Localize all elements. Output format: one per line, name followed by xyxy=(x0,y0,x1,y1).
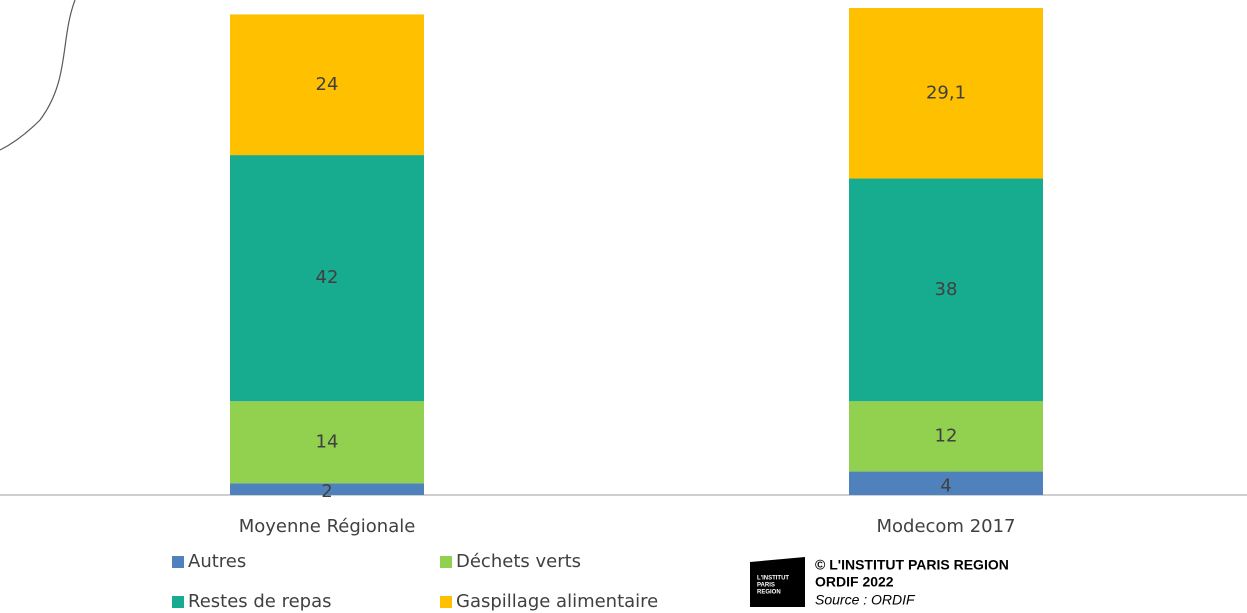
legend-label: Autres xyxy=(188,551,246,572)
bar-segment xyxy=(230,401,424,484)
legend-swatch xyxy=(440,596,452,608)
org: ORDIF 2022 xyxy=(815,574,894,590)
legend-swatch xyxy=(440,556,452,568)
bar-segment xyxy=(849,401,1043,472)
legend-label: Gaspillage alimentaire xyxy=(456,591,658,612)
data-label: 14 xyxy=(316,431,339,452)
logo-text: PARIS xyxy=(757,583,775,589)
x-tick-label: Modecom 2017 xyxy=(876,516,1015,537)
bar-segment xyxy=(230,155,424,402)
legend-swatch xyxy=(172,596,184,608)
source: Source : ORDIF xyxy=(815,592,916,608)
data-label: 12 xyxy=(935,425,958,446)
x-tick-label: Moyenne Régionale xyxy=(239,516,416,537)
bar-segment xyxy=(849,471,1043,495)
data-label: 24 xyxy=(316,74,339,95)
data-label: 2 xyxy=(321,481,332,502)
data-label: 29,1 xyxy=(926,82,966,103)
logo-text: L'INSTITUT xyxy=(757,576,789,582)
bar-segment xyxy=(230,14,424,156)
data-label: 4 xyxy=(940,475,951,496)
copyright: © L'INSTITUT PARIS REGION xyxy=(815,557,1009,573)
bar-segment xyxy=(230,483,424,495)
decor-curve xyxy=(0,0,76,151)
logo xyxy=(750,557,805,607)
legend-label: Restes de repas xyxy=(188,591,332,612)
logo-text: REGION xyxy=(757,590,781,596)
bar-segment xyxy=(849,178,1043,402)
legend-swatch xyxy=(172,556,184,568)
data-label: 38 xyxy=(935,279,958,300)
data-label: 42 xyxy=(316,267,339,288)
legend-label: Déchets verts xyxy=(456,551,581,572)
bar-segment xyxy=(849,8,1043,179)
